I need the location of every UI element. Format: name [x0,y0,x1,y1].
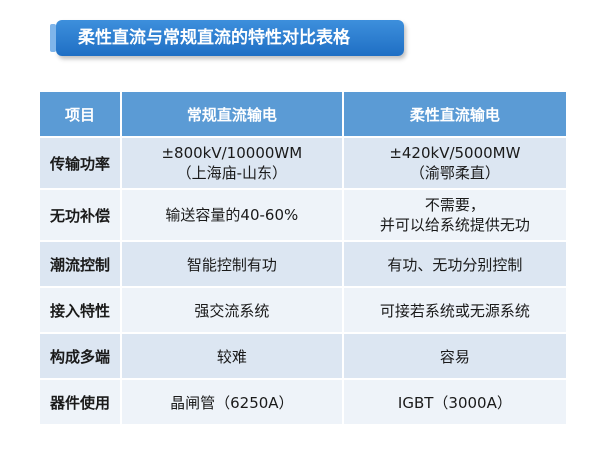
cell-line: 输送容量的40-60% [165,206,299,224]
row-label: 接入特性 [40,288,122,334]
flexible-cell: 容易 [343,334,568,380]
flexible-cell: 不需要， 并可以给系统提供无功 [343,190,568,242]
conventional-cell: 晶闸管（6250A） [121,380,344,426]
table-row: 接入特性 强交流系统 可接若系统或无源系统 [40,288,568,334]
conventional-cell: 较难 [121,334,344,380]
cell-line: （渝鄂柔直） [409,164,500,182]
cell-line: ±420kV/5000MW [389,144,521,162]
row-label: 器件使用 [40,380,122,426]
flexible-cell: 有功、无功分别控制 [343,242,568,288]
flexible-cell: 可接若系统或无源系统 [343,288,568,334]
table-row: 构成多端 较难 容易 [40,334,568,380]
conventional-cell: 输送容量的40-60% [121,190,344,242]
cell-line: 不需要， [424,196,485,214]
row-label: 构成多端 [40,334,122,380]
comparison-table: 项目 常规直流输电 柔性直流输电 传输功率 ±800kV/10000WM （上海… [40,92,568,426]
conventional-cell: 强交流系统 [121,288,344,334]
table-title: 柔性直流与常规直流的特性对比表格 [78,28,350,48]
table-row: 传输功率 ±800kV/10000WM （上海庙-山东） ±420kV/5000… [40,138,568,190]
header-row: 项目 常规直流输电 柔性直流输电 [40,92,568,138]
title-accent [50,24,56,52]
cell-line: 并可以给系统提供无功 [379,216,530,234]
table-row: 无功补偿 输送容量的40-60% 不需要， 并可以给系统提供无功 [40,190,568,242]
table-row: 器件使用 晶闸管（6250A） IGBT（3000A） [40,380,568,426]
header-flexible: 柔性直流输电 [343,92,568,138]
conventional-cell: 智能控制有功 [121,242,344,288]
table-title-banner: 柔性直流与常规直流的特性对比表格 [50,20,404,56]
flexible-cell: IGBT（3000A） [343,380,568,426]
row-label: 传输功率 [40,138,122,190]
row-label: 无功补偿 [40,190,122,242]
table-row: 潮流控制 智能控制有功 有功、无功分别控制 [40,242,568,288]
header-conventional: 常规直流输电 [121,92,344,138]
flexible-cell: ±420kV/5000MW （渝鄂柔直） [343,138,568,190]
header-item: 项目 [40,92,122,138]
cell-line: （上海庙-山东） [176,164,288,182]
row-label: 潮流控制 [40,242,122,288]
conventional-cell: ±800kV/10000WM （上海庙-山东） [121,138,344,190]
cell-line: ±800kV/10000WM [161,144,303,162]
